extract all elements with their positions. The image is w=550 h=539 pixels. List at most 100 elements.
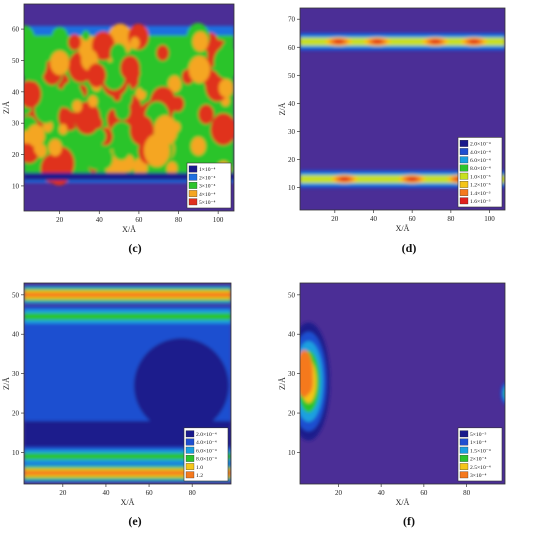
x-tick-label: 80 bbox=[189, 489, 197, 497]
x-tick-label: 40 bbox=[96, 216, 104, 224]
density-spot bbox=[120, 55, 140, 81]
legend-label: 1.6×10⁻³ bbox=[470, 199, 491, 205]
density-spot bbox=[372, 39, 383, 44]
legend-label: 2.5×10⁻⁴ bbox=[470, 465, 491, 471]
legend-label: 1.2×10⁻³ bbox=[470, 183, 491, 189]
legend-label: 1.4×10⁻³ bbox=[470, 191, 491, 197]
density-spot bbox=[24, 25, 35, 52]
legend-swatch bbox=[459, 156, 469, 164]
y-tick-label: 70 bbox=[288, 16, 296, 24]
legend-swatch bbox=[188, 165, 198, 173]
density-spot bbox=[187, 108, 198, 121]
legend-label: 1.0×10⁻³ bbox=[470, 174, 491, 180]
density-spot bbox=[84, 142, 107, 170]
y-axis-label: Z/Å bbox=[2, 101, 11, 114]
density-spot bbox=[34, 94, 58, 124]
density-spot bbox=[109, 121, 134, 152]
density-spot bbox=[198, 104, 214, 125]
density-spot bbox=[72, 100, 83, 113]
legend-label: 4×10⁻⁴ bbox=[199, 192, 215, 198]
plot-frame bbox=[23, 3, 235, 212]
y-axis-label: Z/Å bbox=[2, 377, 11, 390]
legend-swatch bbox=[188, 173, 198, 181]
density-spot bbox=[138, 69, 156, 93]
y-tick-label: 50 bbox=[12, 291, 20, 299]
y-tick-label: 30 bbox=[288, 128, 296, 136]
y-tick-label: 60 bbox=[288, 44, 296, 52]
density-spot bbox=[58, 123, 68, 135]
density-spot bbox=[24, 46, 47, 82]
legend-label: 2.0×10⁻⁴ bbox=[196, 432, 217, 438]
density-spot bbox=[333, 39, 345, 44]
y-tick-label: 30 bbox=[12, 120, 20, 128]
x-axis-label: X/Å bbox=[396, 498, 410, 507]
y-tick-label: 20 bbox=[12, 151, 20, 159]
legend-swatch bbox=[185, 430, 195, 438]
density-spot bbox=[192, 31, 209, 52]
density-spot bbox=[502, 386, 505, 401]
x-tick-label: 60 bbox=[409, 215, 417, 223]
x-tick-label: 60 bbox=[420, 489, 428, 497]
legend-swatch bbox=[459, 148, 469, 155]
y-tick-label: 20 bbox=[288, 156, 296, 164]
y-axis-label: Z/Å bbox=[278, 377, 287, 390]
x-tick-label: 40 bbox=[378, 489, 386, 497]
x-tick-label: 20 bbox=[335, 489, 343, 497]
x-tick-label: 80 bbox=[447, 215, 455, 223]
legend-label: 1×10⁻⁴ bbox=[470, 440, 486, 446]
legend-swatch bbox=[459, 463, 469, 470]
y-tick-label: 60 bbox=[12, 26, 20, 34]
legend-swatch bbox=[185, 438, 195, 446]
y-tick-label: 50 bbox=[12, 57, 20, 65]
panel-3: 20 40 60 80 10 20 30 40 50 X/Å Z/Å 5×10⁻⁵ 1×10⁻⁴ 1.5×… bbox=[278, 282, 506, 528]
legend-label: 1.5×10⁻⁴ bbox=[470, 448, 491, 454]
legend-label: 5×10⁻⁴ bbox=[199, 200, 215, 206]
legend-label: 8.0×10⁻⁴ bbox=[470, 166, 491, 172]
legend-swatch bbox=[459, 164, 469, 172]
heatmap-area bbox=[300, 283, 505, 484]
density-spot bbox=[339, 177, 350, 181]
legend-label: 1.0 bbox=[196, 465, 203, 471]
legend-swatch bbox=[185, 471, 195, 479]
y-tick-label: 10 bbox=[12, 182, 20, 190]
legend-swatch bbox=[185, 455, 195, 462]
y-tick-label: 10 bbox=[288, 449, 296, 457]
x-tick-label: 80 bbox=[175, 216, 183, 224]
legend-swatch bbox=[459, 172, 469, 180]
y-axis-label: Z/Å bbox=[278, 102, 287, 115]
y-tick-label: 10 bbox=[288, 184, 296, 192]
plot-frame bbox=[299, 7, 506, 211]
density-spot bbox=[218, 78, 234, 98]
density-band bbox=[24, 470, 231, 476]
legend-swatch bbox=[459, 430, 469, 438]
x-tick-label: 100 bbox=[213, 216, 224, 224]
legend-label: 8.0×10⁻⁴ bbox=[196, 457, 217, 463]
panel-2: 20 40 60 80 10 20 30 40 50 X/Å Z/Å 2.0×10⁻⁴ 4.0×10⁻⁴… bbox=[2, 282, 232, 528]
density-spot bbox=[171, 95, 185, 112]
legend: 2.0×10⁻⁴ 4.0×10⁻⁴ 6.0×10⁻⁴ 8.0×10⁻⁴ 1.0 1.2 bbox=[183, 427, 229, 482]
legend-swatch bbox=[188, 182, 198, 189]
density-spot bbox=[87, 63, 107, 88]
panel-label: (d) bbox=[402, 241, 417, 255]
legend: 2.0×10⁻⁴ 4.0×10⁻⁴ 6.0×10⁻⁴ 8.0×10⁻⁴ 1.0×10⁻³… bbox=[457, 137, 503, 208]
density-band bbox=[24, 453, 231, 460]
x-axis-label: X/Å bbox=[122, 225, 136, 234]
legend-swatch bbox=[459, 446, 469, 454]
y-tick-label: 30 bbox=[12, 370, 20, 378]
density-spot bbox=[500, 382, 505, 405]
legend-swatch bbox=[459, 189, 469, 196]
y-tick-label: 40 bbox=[12, 331, 20, 339]
density-spot bbox=[81, 30, 90, 41]
x-axis-label: X/Å bbox=[396, 224, 410, 233]
density-spot bbox=[210, 113, 234, 146]
legend-swatch bbox=[188, 190, 198, 197]
density-spot bbox=[27, 124, 45, 147]
density-spot bbox=[24, 80, 42, 109]
panel-label: (e) bbox=[128, 514, 141, 528]
y-tick-label: 20 bbox=[12, 410, 20, 418]
density-spot bbox=[33, 142, 44, 155]
x-tick-label: 40 bbox=[370, 215, 378, 223]
x-tick-label: 60 bbox=[135, 216, 143, 224]
y-tick-label: 40 bbox=[288, 331, 296, 339]
